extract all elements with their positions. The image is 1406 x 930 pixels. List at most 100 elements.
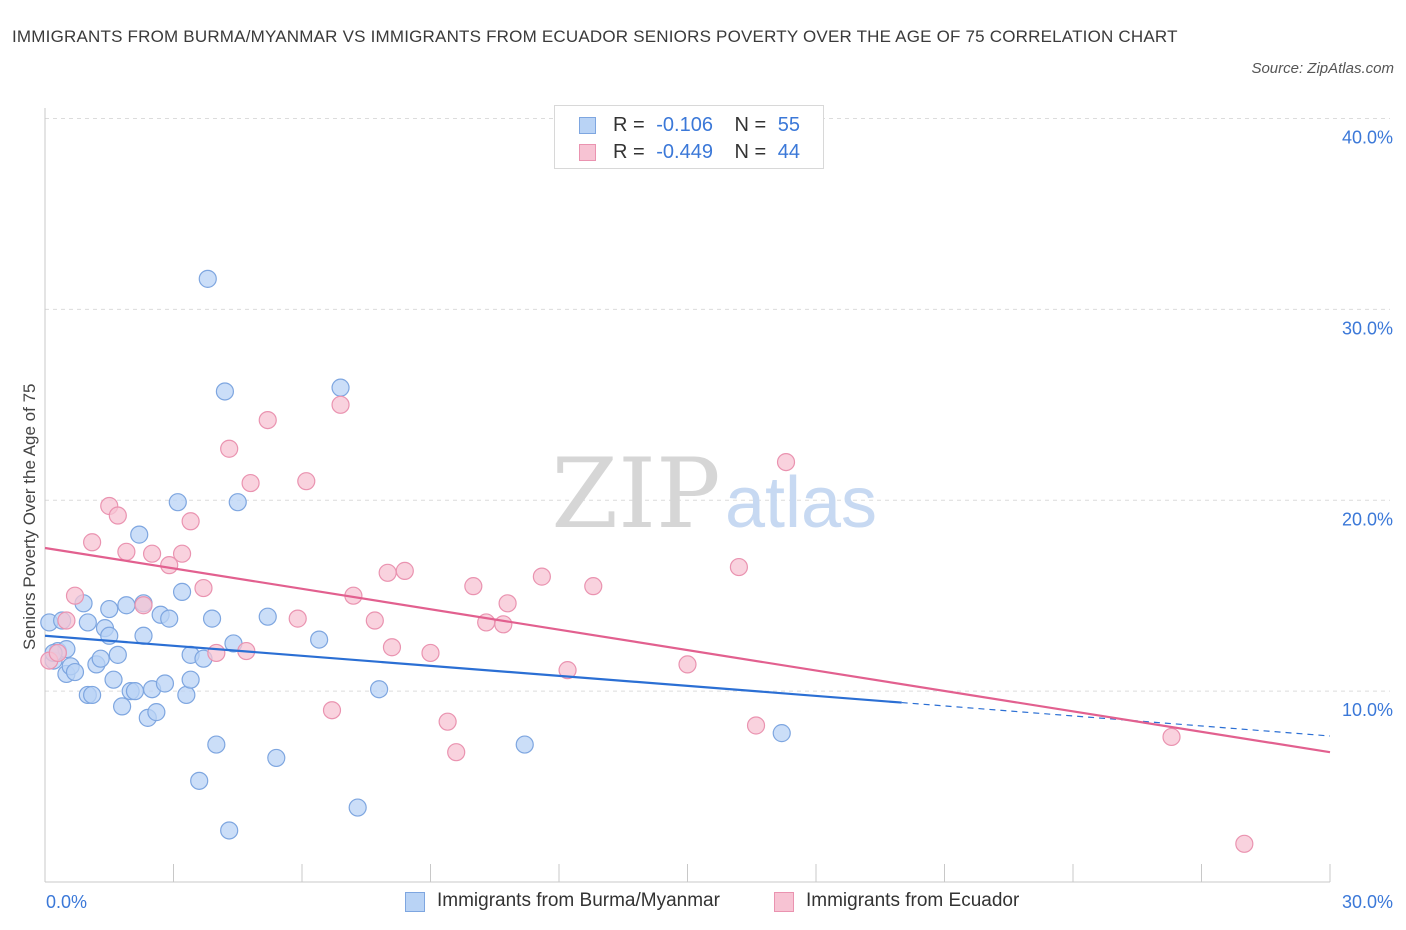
data-point-ecuador (395, 561, 414, 580)
data-point-burma (91, 649, 110, 668)
data-point-ecuador (1162, 727, 1181, 747)
legend-n-label: N = (734, 114, 767, 136)
legend-r-value: -0.449 (656, 141, 713, 163)
data-point-ecuador (678, 655, 697, 674)
data-point-burma (168, 493, 187, 512)
data-point-ecuador (776, 452, 796, 472)
data-point-burma (155, 674, 175, 693)
watermark: ZIP atlas (551, 438, 877, 550)
y-axis-label-text: Seniors Poverty Over the Age of 75 (20, 383, 39, 650)
data-point-ecuador (181, 512, 200, 531)
data-point-burma (198, 269, 217, 288)
data-point-burma (190, 771, 209, 790)
data-point-ecuador (207, 643, 226, 663)
data-point-ecuador (288, 609, 307, 628)
data-point-burma (172, 582, 192, 601)
data-point-burma (160, 609, 179, 628)
axes (44, 108, 1331, 883)
trend-line-ecuador (44, 546, 1331, 754)
grid-lines (45, 118, 1390, 692)
watermark-atlas: atlas (725, 463, 877, 543)
data-point-burma (65, 662, 85, 682)
data-point-ecuador (83, 533, 102, 552)
data-point-ecuador (142, 544, 162, 563)
data-point-ecuador (382, 638, 402, 657)
legend-r-label: R = (613, 114, 645, 136)
chart-title: IMMIGRANTS FROM BURMA/MYANMAR VS IMMIGRA… (12, 27, 1178, 46)
x-tick-label: 30.0% (1342, 892, 1393, 912)
data-point-burma (348, 798, 367, 817)
data-point-ecuador (746, 716, 766, 735)
data-point-burma (331, 378, 350, 397)
data-point-burma (177, 685, 196, 705)
legend-swatch-pink (774, 892, 794, 912)
legend-r-value: -0.106 (656, 114, 713, 136)
data-point-ecuador (438, 712, 457, 731)
data-point-ecuador (494, 615, 513, 634)
data-point-ecuador (258, 410, 277, 430)
data-point-burma (370, 680, 389, 699)
data-point-ecuador (331, 395, 350, 414)
legend-swatch-blue (405, 892, 425, 912)
data-point-burma (207, 735, 226, 754)
data-point-ecuador (378, 563, 397, 582)
data-point-ecuador (134, 596, 153, 615)
legend-n-value: 44 (777, 141, 801, 163)
data-point-burma (310, 630, 329, 649)
data-point-burma (215, 382, 234, 401)
correlation-legend: R = -0.106 N = 55 R = -0.449 N = 44 (554, 105, 824, 169)
data-point-burma (220, 821, 239, 840)
data-point-ecuador (220, 439, 239, 458)
y-tick-label: 20.0% (1342, 509, 1393, 529)
legend-swatch-pink (579, 144, 596, 161)
data-point-ecuador (558, 661, 577, 680)
data-point-burma (78, 613, 97, 632)
data-point-burma (130, 525, 149, 544)
data-point-burma (258, 607, 277, 626)
data-point-burma (134, 626, 153, 645)
data-point-burma (83, 685, 102, 705)
trend-lines (44, 546, 1331, 754)
source-label: Source: ZipAtlas.com (1251, 60, 1394, 77)
legend-n-label: N = (734, 141, 767, 163)
data-point-burma (100, 599, 119, 619)
data-point-ecuador (464, 577, 483, 596)
legend-label-burma: Immigrants from Burma/Myanmar (437, 890, 720, 911)
data-point-burma (515, 735, 534, 754)
data-point-ecuador (48, 643, 67, 663)
data-point-ecuador (57, 611, 76, 630)
data-point-burma (202, 609, 222, 628)
tick-labels: 10.0% 20.0% 30.0% 40.0% 0.0% 30.0% (46, 128, 1393, 912)
y-tick-label: 10.0% (1342, 700, 1393, 720)
legend-label-ecuador: Immigrants from Ecuador (806, 890, 1020, 911)
data-point-ecuador (194, 578, 213, 598)
data-point-ecuador (498, 594, 517, 613)
data-point-burma (267, 748, 286, 768)
data-point-burma (125, 682, 145, 701)
data-point-burma (104, 670, 123, 689)
data-point-ecuador (241, 473, 260, 493)
data-point-ecuador (172, 544, 192, 563)
data-point-ecuador (421, 643, 440, 663)
data-point-ecuador (1235, 834, 1254, 853)
y-tick-label: 30.0% (1342, 318, 1393, 338)
data-point-burma (108, 645, 127, 664)
data-point-ecuador (584, 577, 603, 596)
data-point-burma (772, 724, 791, 743)
series-ecuador-points (40, 395, 1254, 853)
data-point-ecuador (297, 472, 316, 491)
data-point-ecuador (322, 701, 342, 720)
data-point-ecuador (65, 586, 85, 605)
watermark-zip: ZIP (551, 438, 720, 550)
legend-n-value: 55 (777, 114, 801, 136)
data-point-ecuador (447, 743, 466, 762)
data-point-burma (112, 697, 132, 716)
data-point-burma (117, 596, 136, 615)
data-point-ecuador (365, 611, 384, 630)
data-point-ecuador (532, 567, 551, 586)
legend-swatch-blue (579, 117, 596, 134)
x-tick-label: 0.0% (46, 892, 87, 912)
data-point-ecuador (108, 506, 127, 525)
data-point-burma (147, 703, 166, 722)
